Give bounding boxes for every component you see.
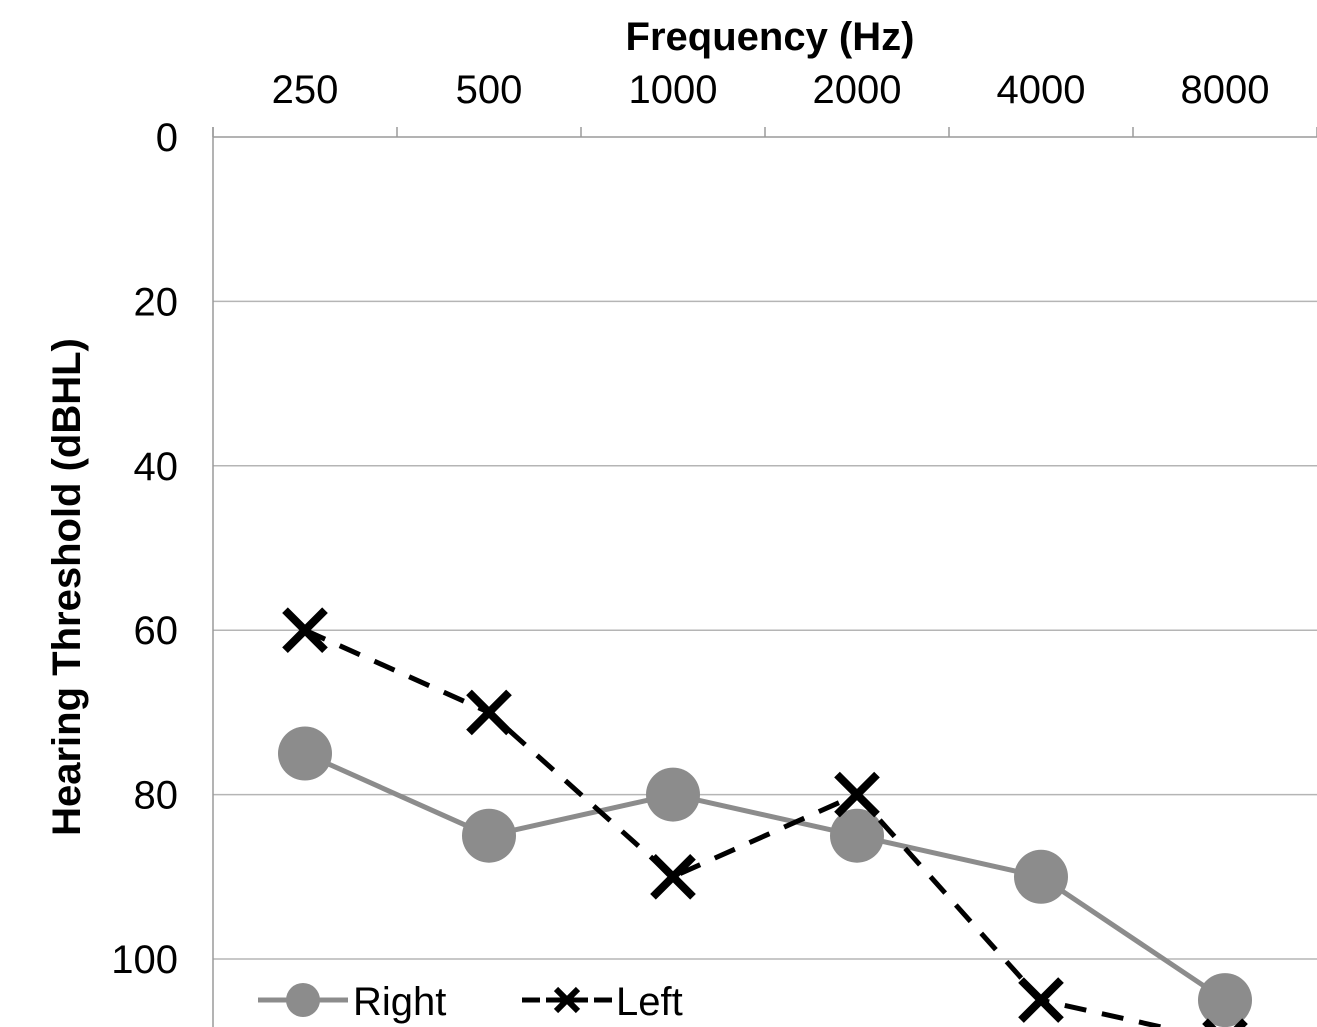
x-tick-label-2000: 2000 [813, 68, 902, 112]
series-layer [278, 607, 1252, 1027]
gridlines [213, 300, 1317, 960]
legend: Right Left [258, 980, 683, 1024]
x-axis-title: Frequency (Hz) [626, 15, 915, 59]
legend-item-right: Right [258, 980, 446, 1024]
y-axis-title: Hearing Threshold (dBHL) [45, 338, 89, 836]
legend-item-left: Left [522, 980, 683, 1024]
legend-marker-left [553, 986, 581, 1014]
y-tick-label-0: 0 [156, 116, 178, 160]
legend-marker-right [286, 983, 320, 1017]
y-tick-label-100: 100 [111, 938, 178, 982]
x-tick-label-500: 500 [456, 68, 523, 112]
marker-right-2000 [830, 808, 884, 863]
marker-left-500 [466, 689, 512, 736]
y-tick-label-80: 80 [134, 774, 179, 818]
marker-left-1000 [650, 853, 696, 900]
marker-right-250 [278, 726, 332, 781]
y-tick-label-20: 20 [134, 280, 179, 324]
marker-left-250 [282, 607, 328, 654]
x-tick-label-1000: 1000 [629, 68, 718, 112]
x-tick-label-8000: 8000 [1181, 68, 1270, 112]
y-tick-label-60: 60 [134, 609, 179, 653]
series-line-left [303, 627, 1173, 1027]
marker-left-2000 [834, 771, 880, 818]
y-tick-label-40: 40 [134, 445, 179, 489]
series-right [278, 726, 1252, 1027]
series-left [282, 607, 1248, 1027]
legend-label-right: Right [353, 980, 446, 1024]
series-line-right [303, 751, 1227, 1003]
x-tick-label-4000: 4000 [997, 68, 1086, 112]
marker-left-4000 [1018, 977, 1064, 1023]
legend-label-left: Left [616, 980, 683, 1024]
marker-right-1000 [646, 767, 700, 822]
marker-right-4000 [1014, 849, 1068, 904]
axes: 0 20 40 60 80 100 250 500 1000 2000 4000 8000 [111, 68, 1317, 1027]
marker-right-8000 [1198, 973, 1252, 1027]
marker-right-500 [462, 808, 516, 863]
x-tick-label-250: 250 [272, 68, 339, 112]
